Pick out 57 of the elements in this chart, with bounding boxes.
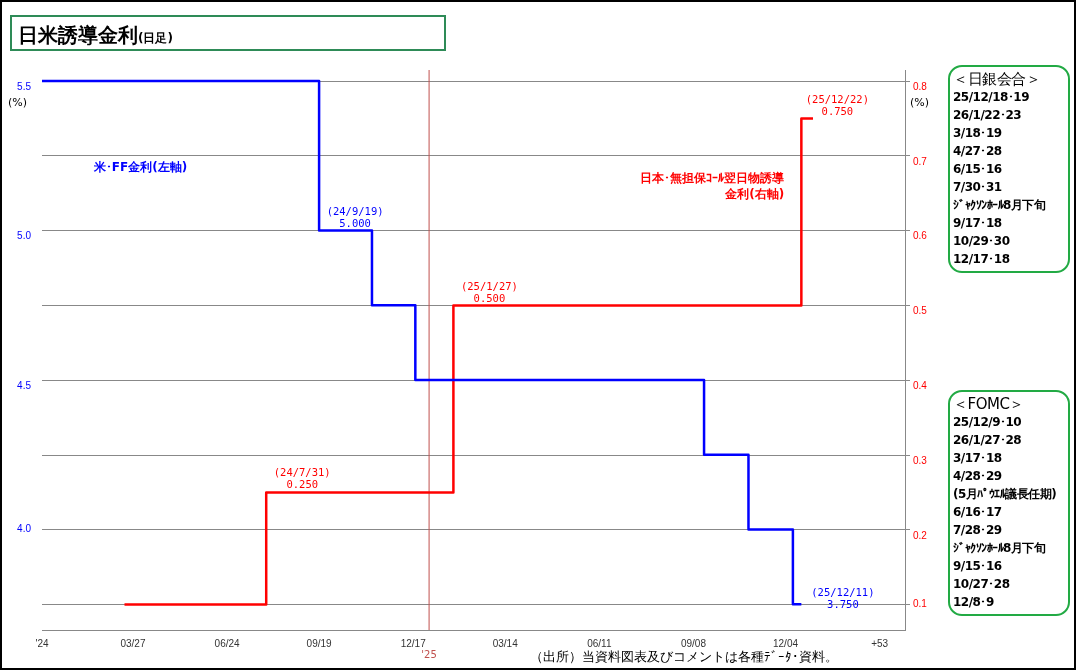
text: 12/17･18 (953, 251, 1011, 268)
y2-tick-label: 0.4 (913, 380, 928, 392)
x-tick-label: 06/11 (587, 637, 612, 649)
text: 7/30･31 (953, 179, 1003, 196)
text: 26/1/22･23 (953, 107, 1023, 124)
text: 9/15･16 (953, 558, 1003, 575)
x-tick-label: '24 (35, 637, 49, 649)
y2-tick-label: 0.6 (913, 230, 928, 242)
x-tick-label: 12/17 (400, 637, 427, 649)
data-label: (25/12/22) 0.750 (805, 92, 869, 117)
data-label: (25/1/27) 0.500 (460, 279, 518, 304)
text: 6/15･16 (953, 161, 1003, 178)
text: 4/27･28 (953, 143, 1003, 160)
y-tick-label: 4.0 (17, 523, 32, 535)
text: (5月ﾊﾟｳｴﾙ議長任期) (953, 486, 1058, 503)
y2-tick-label: 0.1 (913, 598, 928, 610)
text: 25/12/9･10 (953, 414, 1023, 431)
y2-tick-label: 0.3 (913, 454, 928, 466)
y-axis-title: (%) (8, 96, 28, 109)
text: 26/1/27･28 (953, 432, 1023, 449)
y2-tick-label: 0.5 (913, 305, 928, 317)
text: （出所）当資料図表及びコメントは各種ﾃﾞｰﾀ･資料。 (530, 648, 838, 666)
text: 4/28･29 (953, 468, 1003, 485)
x-tick-label: 09/19 (306, 637, 333, 649)
text: 10/29･30 (953, 233, 1011, 250)
text: 6/16･17 (953, 504, 1003, 521)
chart-subtitle: (日足) (138, 31, 173, 45)
text: 10/27･28 (953, 576, 1011, 593)
text: 3/17･18 (953, 450, 1003, 467)
text: 3/18･19 (953, 125, 1003, 142)
ref-line-label: '25 (421, 649, 437, 660)
text: ＜FOMC＞ (953, 395, 1025, 413)
y2-tick-label: 0.8 (913, 80, 928, 92)
text: 9/17･18 (953, 215, 1003, 232)
x-tick-label: 03/27 (120, 637, 146, 649)
y-tick-label: 5.5 (17, 80, 32, 92)
text: 米･FF金利(左軸) (92, 159, 188, 174)
x-tick-label: 12/04 (772, 637, 799, 649)
y2-axis-title: (%) (910, 96, 930, 109)
x-tick-label: 09/08 (680, 637, 707, 649)
y2-tick-label: 0.2 (913, 529, 928, 541)
text: ｼﾞｬｸｿﾝﾎｰﾙ8月下旬 (953, 197, 1047, 214)
y-tick-label: 4.5 (17, 379, 32, 391)
x-tick-label: +53 (871, 637, 889, 649)
data-label: (24/9/19) 5.000 (326, 204, 384, 229)
y2-tick-label: 0.7 (913, 155, 928, 167)
x-tick-label: 06/24 (214, 637, 241, 649)
text: ｼﾞｬｸｿﾝﾎｰﾙ8月下旬 (953, 540, 1047, 557)
y-tick-label: 5.0 (17, 230, 32, 242)
text: 25/12/18･19 (953, 89, 1031, 106)
text: 12/8･9 (953, 594, 995, 611)
text: 7/28･29 (953, 522, 1003, 539)
x-tick-label: 03/14 (492, 637, 519, 649)
series-label: 日本･無担保ｺｰﾙ翌日物誘導金利(右軸) (640, 171, 786, 201)
data-label: (24/7/31) 0.250 (273, 466, 331, 491)
text: ＜日銀会合＞ (953, 70, 1041, 88)
data-label: (25/12/11) 3.750 (811, 586, 875, 611)
